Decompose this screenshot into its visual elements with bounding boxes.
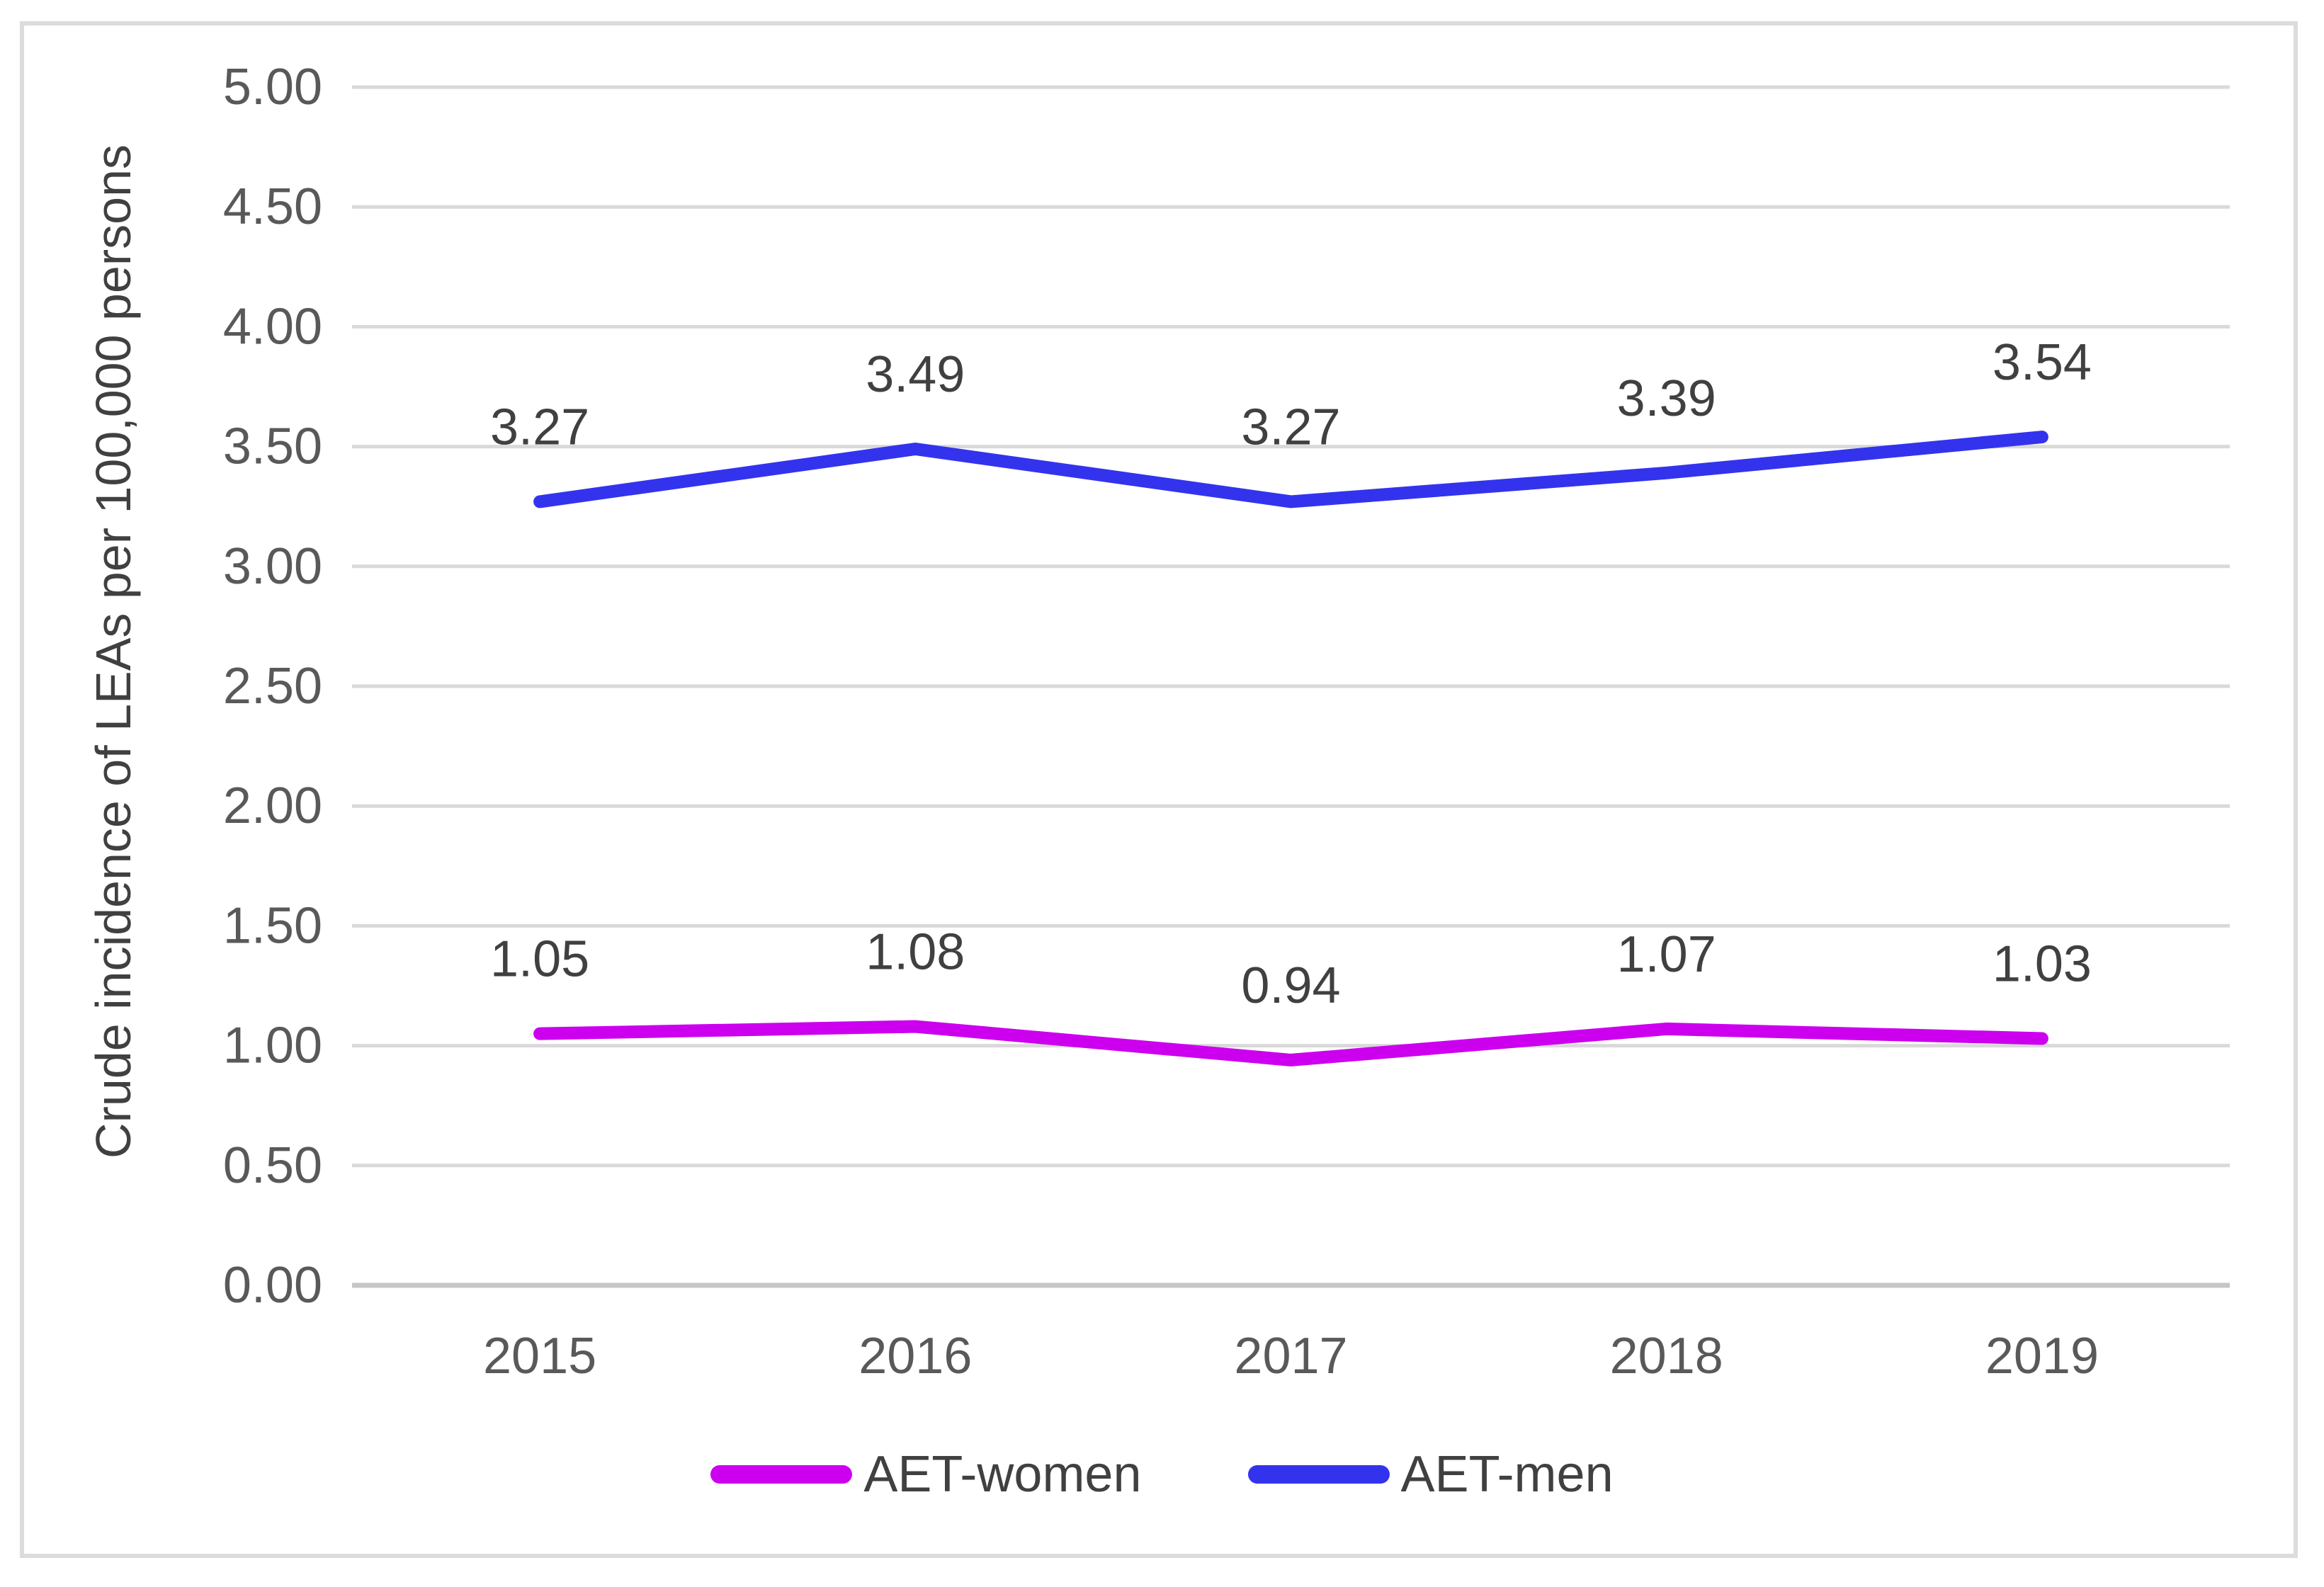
y-tick-label: 0.00	[223, 1257, 322, 1314]
legend-item-aet-men: AET-men	[1247, 1445, 1614, 1503]
y-tick-label: 2.50	[223, 658, 322, 715]
x-tick-label: 2019	[1985, 1328, 2099, 1384]
data-label-aet-women: 1.07	[1617, 926, 1716, 983]
y-tick-label: 4.50	[223, 178, 322, 235]
data-label-aet-women: 0.94	[1241, 957, 1340, 1014]
data-label-aet-men: 3.49	[866, 346, 965, 403]
legend-swatch-aet-women	[710, 1465, 853, 1484]
x-tick-label: 2017	[1234, 1328, 1347, 1384]
x-tick-label: 2016	[858, 1328, 972, 1384]
x-tick-label: 2018	[1610, 1328, 1723, 1384]
y-tick-label: 5.00	[223, 59, 322, 115]
data-label-aet-women: 1.03	[1993, 935, 2092, 992]
x-tick-label: 2015	[483, 1328, 596, 1384]
series-line-aet-men	[533, 431, 2048, 508]
legend-label: AET-men	[1400, 1446, 1614, 1503]
data-label-aet-men: 3.27	[1241, 399, 1340, 455]
y-tick-label: 1.50	[223, 897, 322, 954]
y-tick-label: 3.00	[223, 538, 322, 595]
chart-legend: AET-women AET-men	[0, 1446, 2324, 1503]
y-tick-label: 2.00	[223, 778, 322, 834]
y-tick-label: 0.50	[223, 1137, 322, 1194]
legend-swatch-aet-men	[1247, 1465, 1390, 1484]
data-label-aet-women: 1.05	[490, 931, 589, 988]
y-tick-label: 1.00	[223, 1018, 322, 1074]
chart-frame	[20, 21, 2298, 1558]
series-line-aet-women	[533, 1020, 2048, 1066]
y-tick-label: 4.00	[223, 298, 322, 355]
legend-item-aet-women: AET-women	[710, 1445, 1142, 1503]
data-label-aet-women: 1.08	[866, 924, 965, 981]
data-label-aet-men: 3.54	[1993, 334, 2092, 391]
data-label-aet-men: 3.39	[1617, 370, 1716, 427]
y-tick-label: 3.50	[223, 419, 322, 475]
legend-label: AET-women	[863, 1446, 1142, 1503]
data-label-aet-men: 3.27	[490, 399, 589, 455]
